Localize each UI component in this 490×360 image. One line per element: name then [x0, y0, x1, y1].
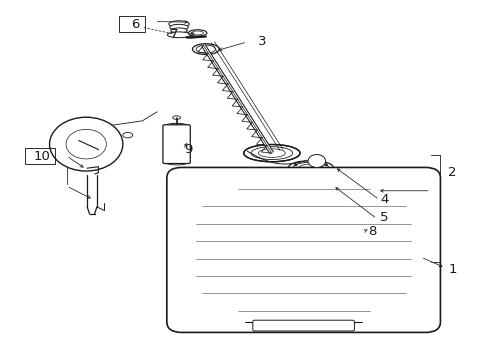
Ellipse shape — [169, 21, 189, 27]
Circle shape — [325, 164, 328, 166]
Text: 8: 8 — [368, 225, 376, 238]
Text: 3: 3 — [258, 35, 267, 49]
Ellipse shape — [354, 225, 370, 232]
Ellipse shape — [165, 123, 188, 129]
Text: 2: 2 — [448, 166, 457, 179]
Circle shape — [294, 164, 297, 166]
Ellipse shape — [167, 32, 191, 38]
FancyBboxPatch shape — [163, 125, 190, 163]
FancyBboxPatch shape — [253, 320, 354, 331]
Circle shape — [309, 185, 311, 186]
Text: 7: 7 — [170, 28, 178, 41]
Circle shape — [331, 185, 332, 186]
Text: 10: 10 — [34, 150, 50, 163]
Text: 6: 6 — [131, 18, 139, 31]
Text: 5: 5 — [380, 211, 389, 224]
Ellipse shape — [244, 144, 300, 162]
Text: 1: 1 — [448, 263, 457, 276]
Ellipse shape — [309, 181, 333, 189]
Ellipse shape — [165, 159, 188, 165]
Circle shape — [315, 182, 317, 183]
Circle shape — [325, 169, 328, 171]
Ellipse shape — [123, 132, 133, 138]
Circle shape — [310, 161, 313, 163]
Circle shape — [325, 182, 327, 183]
Circle shape — [308, 154, 326, 167]
Ellipse shape — [235, 211, 333, 289]
Ellipse shape — [170, 24, 188, 30]
Text: 4: 4 — [380, 193, 389, 206]
Text: 9: 9 — [185, 143, 193, 156]
Ellipse shape — [193, 44, 220, 54]
Ellipse shape — [171, 28, 187, 33]
Circle shape — [325, 188, 327, 189]
Circle shape — [315, 188, 317, 189]
Ellipse shape — [172, 116, 180, 120]
FancyBboxPatch shape — [167, 167, 441, 332]
Ellipse shape — [188, 30, 207, 36]
Circle shape — [294, 169, 297, 171]
Circle shape — [49, 117, 123, 171]
Ellipse shape — [289, 161, 333, 174]
Circle shape — [310, 172, 313, 174]
